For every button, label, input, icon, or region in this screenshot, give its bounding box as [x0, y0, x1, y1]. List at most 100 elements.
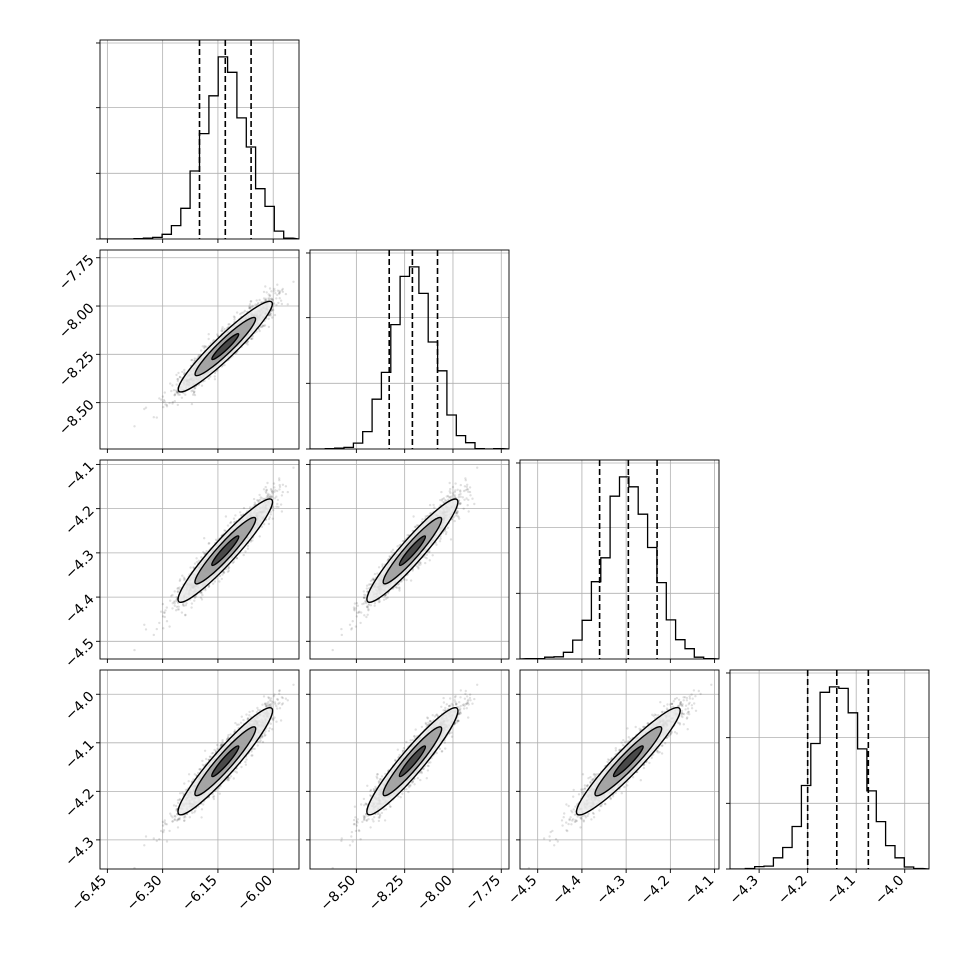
sample-point: [270, 297, 273, 301]
sample-point: [246, 547, 250, 550]
sample-point: [232, 315, 236, 318]
sample-point: [227, 323, 230, 326]
sample-point: [278, 292, 281, 295]
sample-point: [173, 393, 176, 397]
sample-point: [165, 403, 168, 407]
sample-point: [184, 613, 187, 616]
sample-point: [155, 627, 158, 631]
sample-point: [183, 577, 186, 580]
panel-content: [100, 40, 299, 239]
sample-point: [271, 490, 274, 493]
sample-point: [271, 496, 274, 499]
sample-point: [269, 487, 273, 491]
sample-point: [202, 550, 205, 554]
sample-point: [272, 308, 275, 312]
sample-point: [193, 562, 197, 565]
sample-point: [220, 329, 223, 333]
sample-point: [277, 301, 280, 305]
sample-point: [162, 405, 165, 409]
sample-point: [257, 301, 260, 305]
sample-point: [259, 498, 262, 501]
sample-point: [270, 494, 273, 498]
sample-point: [269, 495, 273, 499]
sample-point: [178, 393, 181, 396]
sample-point: [276, 498, 280, 502]
sample-point: [278, 291, 282, 294]
y-tick-label: −8.00: [56, 300, 98, 342]
sample-point: [278, 477, 281, 480]
sample-point: [264, 298, 267, 302]
sample-point: [205, 345, 208, 348]
sample-point: [265, 291, 268, 294]
sample-point: [193, 357, 196, 360]
sample-point: [251, 306, 254, 309]
sample-point: [248, 307, 251, 310]
sample-point: [268, 295, 271, 298]
contour-level-2: [211, 332, 240, 361]
sample-point: [177, 391, 180, 394]
sample-point: [144, 406, 148, 409]
sample-point: [258, 298, 261, 302]
sample-point: [177, 371, 180, 375]
sample-point: [173, 394, 176, 397]
sample-point: [182, 576, 186, 579]
panel-2-0: −4.5−4.4−4.3−4.2−4.1: [62, 452, 313, 671]
sample-point: [221, 573, 224, 576]
sample-point: [158, 397, 161, 400]
sample-point: [168, 625, 171, 628]
sample-point: [251, 539, 254, 542]
sample-point: [232, 517, 236, 520]
sample-point: [235, 557, 239, 560]
sample-point: [170, 594, 173, 598]
sample-point: [192, 392, 196, 395]
sample-point: [254, 303, 257, 306]
sample-point: [275, 495, 278, 498]
sample-point: [232, 560, 235, 564]
sample-point: [275, 297, 278, 300]
sample-point: [199, 596, 203, 599]
sample-point: [271, 517, 274, 520]
sample-point: [277, 505, 280, 509]
sample-point: [272, 509, 275, 512]
sample-point: [239, 514, 243, 517]
sample-point: [281, 287, 284, 291]
sample-point: [218, 574, 222, 578]
sample-point: [176, 590, 179, 593]
sample-point: [193, 599, 196, 602]
sample-point: [152, 633, 155, 637]
sample-point: [249, 305, 252, 309]
sample-point: [176, 391, 179, 394]
sample-point: [159, 398, 163, 401]
sample-point: [207, 333, 210, 336]
sample-point: [248, 306, 251, 310]
sample-point: [242, 553, 245, 557]
sample-point: [190, 606, 193, 609]
sample-point: [270, 290, 273, 293]
sample-point: [174, 389, 178, 392]
sample-point: [267, 293, 270, 296]
sample-point: [203, 345, 207, 348]
sample-point: [249, 300, 252, 303]
sample-point: [268, 496, 271, 499]
sample-point: [203, 345, 206, 348]
sample-point: [248, 303, 252, 306]
sample-point: [278, 483, 281, 487]
sample-point: [191, 358, 194, 362]
sample-point: [261, 324, 265, 328]
sample-point: [205, 549, 208, 553]
sample-point: [176, 378, 180, 381]
sample-point: [268, 516, 271, 519]
sample-point: [266, 481, 269, 485]
sample-point: [197, 354, 200, 357]
sample-point: [280, 289, 284, 292]
sample-point: [170, 389, 173, 393]
sample-point: [276, 283, 279, 286]
sample-point: [182, 391, 185, 395]
sample-point: [248, 306, 251, 310]
sample-point: [207, 585, 211, 588]
sample-point: [256, 499, 259, 503]
sample-point: [245, 342, 248, 345]
sample-point: [262, 290, 266, 294]
sample-point: [223, 363, 226, 367]
sample-point: [311, 452, 313, 454]
